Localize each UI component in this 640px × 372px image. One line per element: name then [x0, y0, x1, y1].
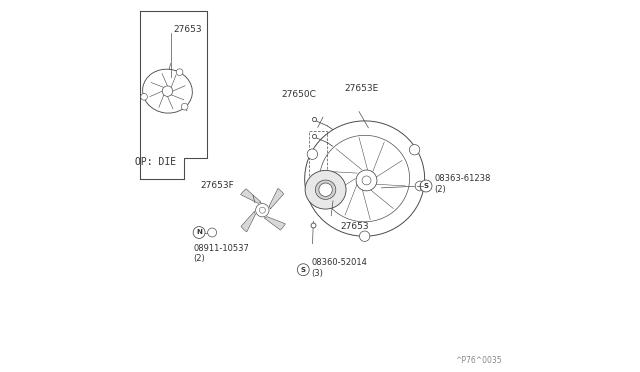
Polygon shape — [241, 211, 255, 232]
Circle shape — [319, 183, 332, 196]
Circle shape — [298, 264, 309, 276]
Circle shape — [255, 203, 269, 217]
Circle shape — [259, 207, 266, 213]
Circle shape — [415, 181, 425, 191]
Circle shape — [356, 170, 377, 191]
Text: 27653F: 27653F — [201, 182, 234, 190]
Ellipse shape — [316, 180, 336, 199]
Circle shape — [307, 149, 317, 159]
Polygon shape — [264, 217, 285, 230]
Circle shape — [362, 176, 371, 185]
Text: OP: DIE: OP: DIE — [135, 157, 176, 167]
Circle shape — [176, 69, 183, 76]
Circle shape — [360, 231, 370, 241]
Text: 08911-10537
(2): 08911-10537 (2) — [193, 244, 250, 263]
Text: 08363-61238
(2): 08363-61238 (2) — [434, 174, 491, 194]
Bar — [309, 131, 326, 200]
Circle shape — [420, 180, 432, 192]
Polygon shape — [241, 189, 261, 203]
Polygon shape — [269, 188, 284, 209]
Text: S: S — [424, 183, 429, 189]
Circle shape — [141, 93, 147, 100]
Circle shape — [193, 227, 205, 238]
Text: 08360-52014
(3): 08360-52014 (3) — [312, 258, 367, 278]
Text: 27653: 27653 — [340, 222, 369, 231]
Ellipse shape — [305, 170, 346, 209]
Circle shape — [181, 103, 188, 110]
Text: 27650C: 27650C — [281, 90, 316, 99]
Circle shape — [410, 144, 420, 155]
Text: N: N — [196, 230, 202, 235]
Text: 27653: 27653 — [173, 25, 202, 34]
Circle shape — [163, 86, 173, 96]
Text: 27653E: 27653E — [344, 84, 378, 93]
Circle shape — [207, 228, 216, 237]
Text: ^P76^0035: ^P76^0035 — [456, 356, 502, 365]
Text: S: S — [301, 267, 306, 273]
